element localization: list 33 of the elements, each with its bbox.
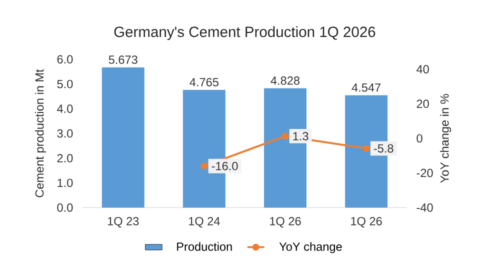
y-tick-label: 6.0 [57, 55, 73, 64]
y-tick-label: 4.0 [57, 104, 73, 114]
y-tick-label: 2.0 [57, 154, 73, 162]
y-tick-label: 5.0 [57, 80, 73, 88]
y-tick-label: 0.0 [57, 204, 73, 212]
data-label: -16.0 [212, 162, 238, 170]
legend-label: Production [177, 242, 232, 251]
data-label: 4.547 [352, 84, 380, 92]
y2-tick-label: 40 [416, 65, 429, 74]
data-label: -5.8 [374, 144, 394, 153]
data-label: 4.828 [270, 76, 300, 85]
x-tick-label: 1Q 24 [188, 217, 220, 228]
x-tick-label: 1Q 26 [351, 217, 382, 228]
y-tick-label: 1.0 [58, 178, 73, 188]
bar [102, 68, 144, 208]
y-axis-title: Cement production in Mt [35, 69, 46, 198]
x-tick-label: 1Q 26 [270, 217, 301, 228]
point [362, 145, 370, 152]
y2-tick-label: -20 [416, 168, 433, 178]
data-label: 5.673 [108, 56, 138, 64]
point [282, 132, 289, 140]
x-tick-label: 1Q 23 [108, 217, 139, 228]
data-label: 1.3 [293, 132, 308, 140]
legend-label: YoY change [279, 242, 342, 254]
bar [264, 88, 306, 208]
y-tick-label: 3.0 [57, 129, 73, 138]
point [200, 162, 208, 170]
y2-axis-title: YoY change in % [440, 94, 452, 184]
y2-tick-label: 20 [416, 100, 429, 108]
data-label: 4.765 [190, 78, 218, 86]
y2-tick-label: -40 [416, 204, 433, 212]
chart-title: Germany's Cement Production 1Q 2026 [114, 26, 376, 40]
y2-tick-label: 0 [416, 134, 422, 143]
